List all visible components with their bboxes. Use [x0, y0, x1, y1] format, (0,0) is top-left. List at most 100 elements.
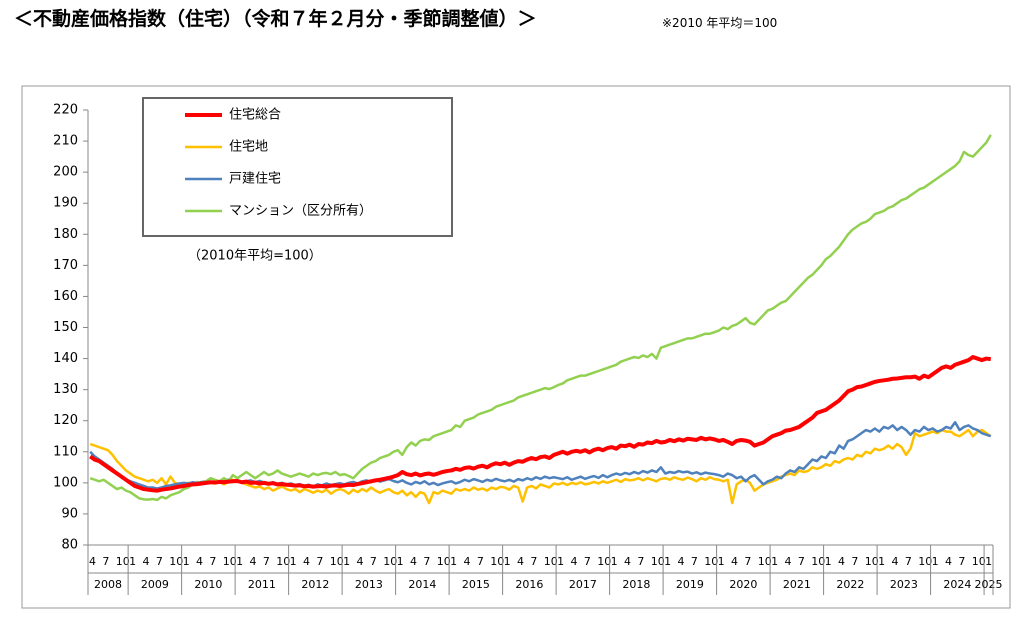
year-label: 2013: [355, 578, 383, 591]
x-tick-label: 7: [477, 555, 484, 568]
y-tick-label: 130: [53, 382, 78, 397]
x-tick-label: 7: [263, 555, 270, 568]
year-label: 2021: [783, 578, 811, 591]
year-label: 2025: [975, 578, 1003, 591]
x-tick-label: 7: [905, 555, 912, 568]
x-tick-label: 4: [249, 555, 256, 568]
x-tick-label: 10: [223, 555, 237, 568]
y-tick-label: 120: [53, 413, 78, 428]
legend-label: 戸建住宅: [229, 172, 281, 187]
x-tick-label: 4: [731, 555, 738, 568]
x-tick-label: 1: [557, 555, 564, 568]
x-tick-label: 1: [771, 555, 778, 568]
x-tick-label: 10: [972, 555, 986, 568]
y-tick-label: 180: [53, 227, 78, 242]
x-tick-label: 4: [517, 555, 524, 568]
y-tick-label: 90: [61, 506, 78, 521]
x-tick-label: 1: [236, 555, 243, 568]
x-tick-label: 1: [932, 555, 939, 568]
x-tick-label: 1: [504, 555, 511, 568]
x-tick-label: 1: [343, 555, 350, 568]
x-tick-label: 1: [129, 555, 136, 568]
x-tick-label: 4: [356, 555, 363, 568]
x-tick-label: 4: [142, 555, 149, 568]
x-tick-label: 10: [383, 555, 397, 568]
x-tick-label: 4: [463, 555, 470, 568]
year-label: 2018: [622, 578, 650, 591]
x-tick-label: 7: [584, 555, 591, 568]
legend-box: [142, 97, 453, 237]
year-label: 2017: [569, 578, 597, 591]
x-tick-label: 7: [156, 555, 163, 568]
x-tick-label: 7: [637, 555, 644, 568]
x-tick-label: 4: [945, 555, 952, 568]
x-tick-label: 1: [290, 555, 297, 568]
year-label: 2014: [408, 578, 436, 591]
x-tick-label: 7: [209, 555, 216, 568]
y-tick-label: 110: [53, 444, 78, 459]
x-tick-label: 10: [116, 555, 130, 568]
legend-label: 住宅総合: [229, 108, 281, 123]
series-line: [89, 134, 992, 502]
x-tick-label: 4: [624, 555, 631, 568]
x-tick-label: 10: [811, 555, 825, 568]
x-tick-label: 4: [89, 555, 96, 568]
x-tick-label: 10: [544, 555, 558, 568]
x-tick-label: 7: [316, 555, 323, 568]
x-tick-label: 7: [102, 555, 109, 568]
year-label: 2024: [943, 578, 971, 591]
x-tick-label: 10: [276, 555, 290, 568]
x-tick-label: 7: [798, 555, 805, 568]
year-label: 2008: [94, 578, 122, 591]
y-tick-label: 100: [53, 475, 78, 490]
year-label: 2022: [836, 578, 864, 591]
x-tick-label: 1: [718, 555, 725, 568]
x-tick-label: 4: [838, 555, 845, 568]
x-tick-label: 10: [865, 555, 879, 568]
x-tick-label: 1: [450, 555, 457, 568]
x-tick-label: 1: [878, 555, 885, 568]
year-label: 2012: [301, 578, 329, 591]
x-tick-label: 4: [570, 555, 577, 568]
x-tick-label: 4: [891, 555, 898, 568]
x-tick-label: 10: [490, 555, 504, 568]
x-tick-label: 1: [664, 555, 671, 568]
x-tick-label: 10: [758, 555, 772, 568]
y-tick-label: 190: [53, 196, 78, 211]
x-tick-label: 10: [651, 555, 665, 568]
year-label: 2023: [890, 578, 918, 591]
x-tick-label: 7: [530, 555, 537, 568]
annotation: （2010年平均=100）: [188, 249, 322, 264]
x-tick-label: 10: [597, 555, 611, 568]
year-label: 2020: [729, 578, 757, 591]
x-tick-label: 7: [958, 555, 965, 568]
x-tick-label: 4: [196, 555, 203, 568]
series-line: [89, 355, 992, 493]
x-tick-label: 4: [410, 555, 417, 568]
base-note: ※2010 年平均＝100: [662, 16, 777, 30]
x-tick-label: 7: [370, 555, 377, 568]
x-tick-label: 10: [169, 555, 183, 568]
year-label: 2011: [248, 578, 276, 591]
x-tick-label: 7: [744, 555, 751, 568]
y-tick-label: 150: [53, 320, 78, 335]
x-tick-label: 10: [918, 555, 932, 568]
legend-label: 住宅地: [229, 140, 268, 155]
year-label: 2010: [194, 578, 222, 591]
y-tick-label: 80: [61, 538, 78, 553]
x-tick-label: 10: [330, 555, 344, 568]
x-tick-label: 4: [677, 555, 684, 568]
x-tick-label: 1: [397, 555, 404, 568]
y-tick-label: 160: [53, 289, 78, 304]
y-tick-label: 210: [53, 134, 78, 149]
y-tick-label: 170: [53, 258, 78, 273]
x-tick-label: 7: [851, 555, 858, 568]
year-label: 2016: [515, 578, 543, 591]
y-tick-label: 140: [53, 351, 78, 366]
x-tick-label: 1: [825, 555, 832, 568]
year-label: 2009: [141, 578, 169, 591]
x-tick-label: 4: [784, 555, 791, 568]
x-tick-label: 10: [704, 555, 718, 568]
year-label: 2015: [462, 578, 490, 591]
